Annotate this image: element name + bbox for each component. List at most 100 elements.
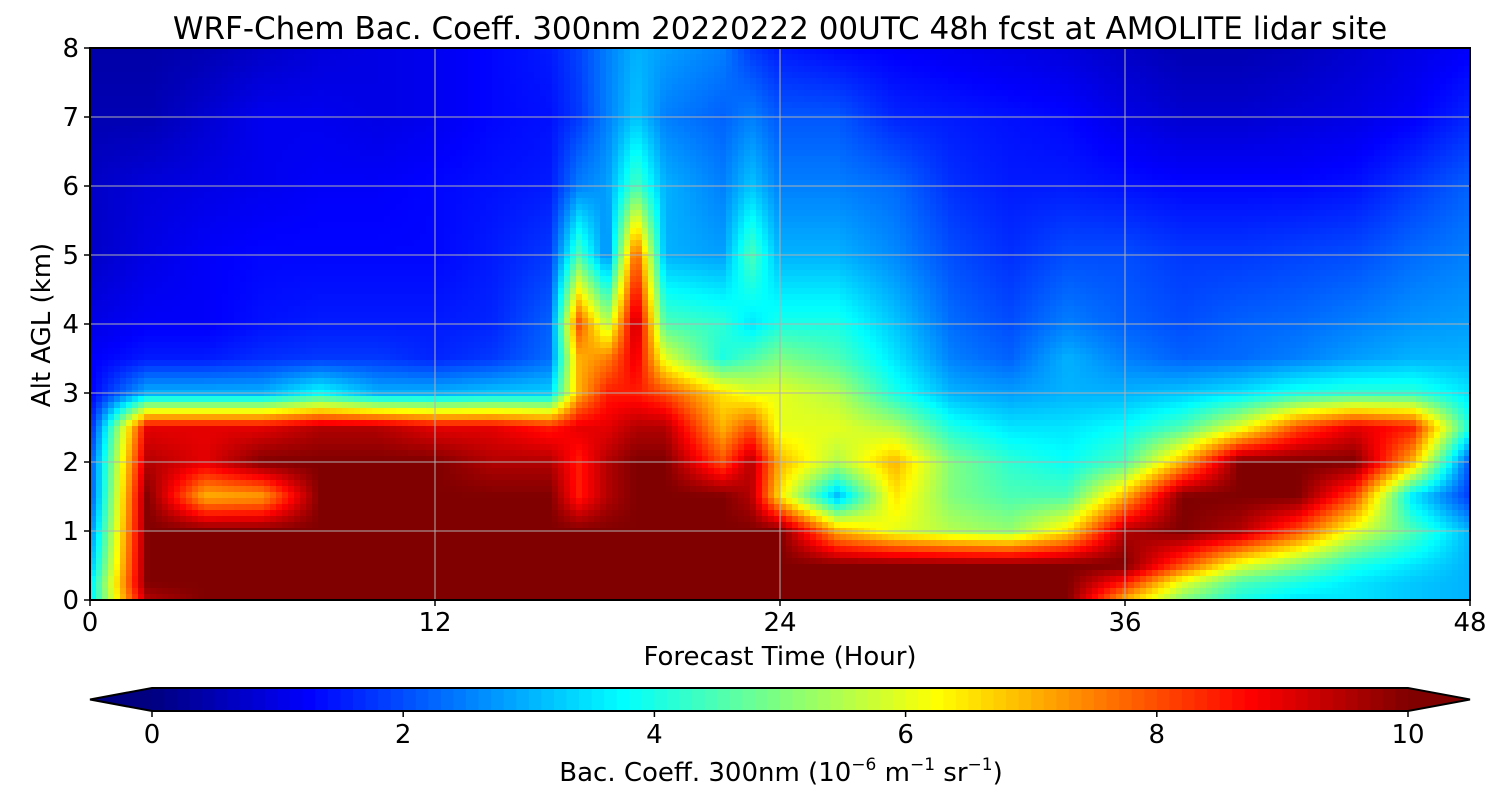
heatmap-cell	[744, 102, 751, 109]
heatmap-cell	[510, 78, 517, 85]
heatmap-cell	[240, 108, 247, 115]
heatmap-cell	[1416, 84, 1423, 91]
heatmap-cell	[1206, 120, 1213, 127]
heatmap-cell	[582, 144, 589, 151]
heatmap-cell	[1200, 54, 1207, 61]
heatmap-cell	[522, 48, 529, 55]
heatmap-cell	[1116, 132, 1123, 139]
heatmap-cell	[1176, 96, 1183, 103]
heatmap-cell	[630, 72, 637, 79]
heatmap-cell	[102, 84, 109, 91]
heatmap-cell	[1350, 162, 1357, 169]
heatmap-cell	[468, 60, 475, 67]
heatmap-cell	[366, 84, 373, 91]
heatmap-cell	[276, 108, 283, 115]
heatmap-cell	[354, 138, 361, 145]
heatmap-cell	[300, 108, 307, 115]
heatmap-cell	[300, 132, 307, 139]
heatmap-cell	[912, 162, 919, 169]
heatmap-cell	[648, 150, 655, 157]
heatmap-cell	[378, 126, 385, 133]
heatmap-cell	[1278, 120, 1285, 127]
heatmap-cell	[1236, 102, 1243, 109]
heatmap-cell	[1104, 144, 1111, 151]
heatmap-cell	[402, 96, 409, 103]
heatmap-cell	[768, 162, 775, 169]
heatmap-cell	[1176, 120, 1183, 127]
heatmap-cell	[1320, 60, 1327, 67]
heatmap-cell	[1344, 150, 1351, 157]
heatmap-cell	[426, 168, 433, 175]
heatmap-cell	[138, 120, 145, 127]
heatmap-cell	[906, 54, 913, 61]
heatmap-cell	[594, 66, 601, 73]
heatmap-cell	[678, 162, 685, 169]
heatmap-cell	[264, 96, 271, 103]
heatmap-cell	[1086, 174, 1093, 181]
heatmap-cell	[1434, 60, 1441, 67]
heatmap-cell	[804, 84, 811, 91]
heatmap-cell	[1422, 144, 1429, 151]
heatmap-cell	[288, 72, 295, 79]
heatmap-cell	[1020, 174, 1027, 181]
heatmap-cell	[672, 150, 679, 157]
heatmap-cell	[876, 48, 883, 55]
heatmap-cell	[492, 102, 499, 109]
heatmap-cell	[564, 174, 571, 181]
heatmap-cell	[852, 138, 859, 145]
heatmap-cell	[294, 72, 301, 79]
heatmap-cell	[1260, 168, 1267, 175]
heatmap-cell	[1386, 90, 1393, 97]
heatmap-cell	[1230, 48, 1237, 55]
heatmap-cell	[468, 108, 475, 115]
heatmap-cell	[1038, 60, 1045, 67]
heatmap-cell	[1110, 78, 1117, 85]
heatmap-cell	[198, 96, 205, 103]
heatmap-cell	[204, 156, 211, 163]
heatmap-cell	[600, 132, 607, 139]
heatmap-cell	[1134, 168, 1141, 175]
heatmap-cell	[918, 48, 925, 55]
heatmap-cell	[1416, 66, 1423, 73]
heatmap-cell	[990, 144, 997, 151]
heatmap-cell	[852, 102, 859, 109]
heatmap-cell	[816, 60, 823, 67]
heatmap-cell	[1254, 156, 1261, 163]
heatmap-cell	[1422, 60, 1429, 67]
heatmap-cell	[378, 66, 385, 73]
heatmap-cell	[342, 96, 349, 103]
heatmap-cell	[1128, 156, 1135, 163]
heatmap-cell	[456, 78, 463, 85]
heatmap-cell	[366, 48, 373, 55]
heatmap-cell	[1098, 84, 1105, 91]
heatmap-cell	[528, 108, 535, 115]
heatmap-cell	[396, 132, 403, 139]
heatmap-cell	[1032, 96, 1039, 103]
heatmap-cell	[594, 54, 601, 61]
heatmap-cell	[600, 120, 607, 127]
heatmap-cell	[1410, 102, 1417, 109]
heatmap-cell	[690, 84, 697, 91]
heatmap-cell	[768, 102, 775, 109]
heatmap-cell	[480, 132, 487, 139]
heatmap-cell	[396, 108, 403, 115]
heatmap-cell	[660, 54, 667, 61]
heatmap-cell	[246, 174, 253, 181]
heatmap-cell	[1020, 48, 1027, 55]
heatmap-cell	[984, 54, 991, 61]
heatmap-cell	[546, 60, 553, 67]
heatmap-cell	[144, 54, 151, 61]
heatmap-cell	[798, 126, 805, 133]
heatmap-cell	[198, 72, 205, 79]
heatmap-cell	[1218, 96, 1225, 103]
heatmap-cell	[336, 96, 343, 103]
heatmap-cell	[1404, 102, 1411, 109]
heatmap-cell	[138, 174, 145, 181]
heatmap-cell	[144, 60, 151, 67]
heatmap-cell	[192, 96, 199, 103]
heatmap-cell	[318, 102, 325, 109]
heatmap-cell	[1236, 162, 1243, 169]
heatmap-cell	[1140, 138, 1147, 145]
heatmap-cell	[504, 138, 511, 145]
heatmap-cell	[396, 120, 403, 127]
